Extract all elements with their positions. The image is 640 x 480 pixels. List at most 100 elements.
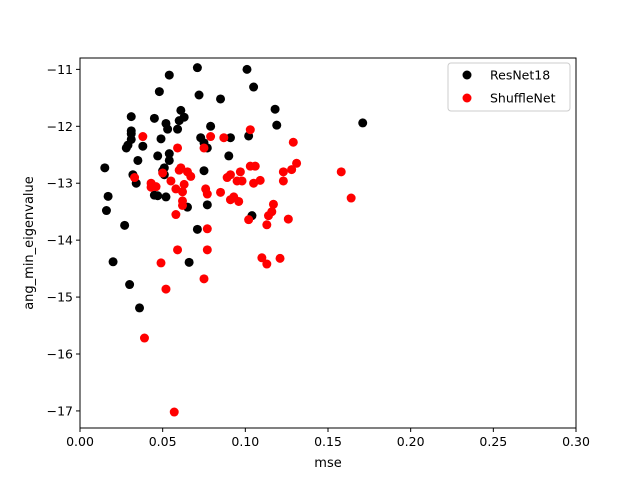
point-resnet18-30	[164, 155, 174, 165]
point-shufflenet-10	[169, 407, 179, 417]
legend: ResNet18 ShuffleNet	[447, 62, 571, 112]
point-shufflenet-45	[255, 175, 265, 185]
point-resnet18-29	[164, 149, 174, 159]
point-shufflenet-55	[283, 214, 293, 224]
point-resnet18-56	[358, 118, 368, 128]
point-shufflenet-50	[267, 207, 277, 217]
point-shufflenet-24	[199, 274, 209, 284]
point-resnet18-15	[135, 303, 145, 313]
point-shufflenet-53	[278, 167, 288, 177]
legend-marker-resnet18	[462, 70, 472, 80]
point-resnet18-43	[199, 166, 209, 176]
point-resnet18-53	[249, 82, 259, 92]
legend-box	[447, 62, 571, 112]
point-shufflenet-1	[138, 132, 148, 142]
point-shufflenet-48	[262, 220, 272, 230]
point-shufflenet-5	[151, 182, 161, 192]
point-shufflenet-9	[166, 176, 176, 186]
point-shufflenet-51	[268, 199, 278, 209]
point-shufflenet-19	[178, 200, 188, 210]
point-shufflenet-2	[139, 333, 149, 343]
point-shufflenet-33	[225, 170, 235, 180]
legend-marker-shufflenet	[462, 93, 472, 103]
point-shufflenet-60	[346, 193, 356, 203]
point-resnet18-14	[133, 155, 143, 165]
point-shufflenet-38	[235, 167, 245, 177]
point-shufflenet-39	[237, 176, 247, 186]
y-tick-label: −13	[47, 176, 73, 191]
y-tick-label: −15	[47, 290, 73, 305]
point-resnet18-32	[173, 124, 183, 134]
point-shufflenet-57	[288, 137, 298, 147]
y-axis-ticks: −17 −16 −15 −14 −13 −12 −11	[47, 62, 80, 418]
x-tick-label: 0.10	[231, 434, 259, 449]
point-shufflenet-56	[287, 165, 297, 175]
point-resnet18-45	[202, 200, 212, 210]
x-axis-label: mse	[314, 456, 341, 471]
point-resnet18-27	[161, 192, 171, 202]
point-resnet18-55	[272, 120, 282, 130]
point-shufflenet-41	[245, 125, 255, 135]
point-resnet18-9	[126, 112, 136, 122]
point-shufflenet-27	[202, 224, 212, 234]
point-resnet18-47	[216, 94, 226, 104]
point-resnet18-7	[125, 280, 135, 290]
point-resnet18-46	[206, 121, 216, 131]
point-shufflenet-11	[171, 210, 181, 220]
point-shufflenet-14	[173, 245, 183, 255]
point-shufflenet-26	[202, 189, 212, 199]
data-points	[100, 63, 368, 417]
point-resnet18-21	[154, 87, 164, 97]
point-resnet18-2	[103, 191, 113, 201]
x-tick-label: 0.25	[479, 434, 507, 449]
point-shufflenet-7	[158, 168, 168, 178]
point-resnet18-11	[126, 129, 136, 139]
point-shufflenet-29	[206, 132, 216, 142]
point-shufflenet-37	[234, 196, 244, 206]
point-resnet18-38	[192, 224, 202, 234]
point-shufflenet-54	[278, 176, 288, 186]
point-shufflenet-16	[176, 163, 186, 173]
point-resnet18-35	[179, 112, 189, 122]
y-tick-label: −12	[47, 119, 73, 134]
y-tick-label: −14	[47, 233, 73, 248]
legend-label-shufflenet: ShuffleNet	[490, 91, 556, 106]
point-resnet18-39	[192, 63, 202, 73]
point-shufflenet-28	[202, 245, 212, 255]
y-tick-label: −11	[47, 62, 73, 77]
point-shufflenet-59	[336, 167, 346, 177]
x-tick-label: 0.00	[66, 434, 94, 449]
point-shufflenet-44	[250, 161, 260, 171]
point-resnet18-49	[225, 133, 235, 143]
point-shufflenet-47	[262, 259, 272, 269]
point-resnet18-50	[242, 64, 252, 74]
point-resnet18-31	[164, 70, 174, 80]
x-tick-label: 0.20	[397, 434, 425, 449]
point-shufflenet-22	[186, 171, 196, 181]
point-resnet18-54	[270, 104, 280, 114]
point-resnet18-22	[156, 134, 166, 144]
point-shufflenet-20	[179, 179, 189, 189]
point-resnet18-37	[184, 257, 194, 267]
point-shufflenet-8	[161, 284, 171, 294]
legend-label-resnet18: ResNet18	[490, 68, 550, 83]
point-resnet18-1	[101, 206, 111, 216]
point-shufflenet-46	[257, 253, 267, 263]
x-tick-label: 0.05	[149, 434, 177, 449]
point-shufflenet-13	[173, 143, 183, 153]
y-axis-label: ang_min_eigenvalue	[22, 176, 37, 310]
point-resnet18-28	[163, 124, 173, 134]
point-shufflenet-31	[219, 133, 229, 143]
point-resnet18-4	[120, 220, 130, 230]
point-shufflenet-40	[244, 215, 254, 225]
point-resnet18-40	[194, 90, 204, 100]
point-resnet18-48	[224, 151, 234, 161]
point-shufflenet-23	[199, 143, 209, 153]
point-shufflenet-58	[292, 158, 302, 168]
point-resnet18-16	[138, 141, 148, 151]
point-resnet18-17	[149, 113, 159, 123]
x-axis-ticks: 0.00 0.05 0.10 0.15 0.20 0.25 0.30	[66, 428, 590, 449]
point-resnet18-3	[108, 257, 118, 267]
point-shufflenet-17	[178, 187, 188, 197]
